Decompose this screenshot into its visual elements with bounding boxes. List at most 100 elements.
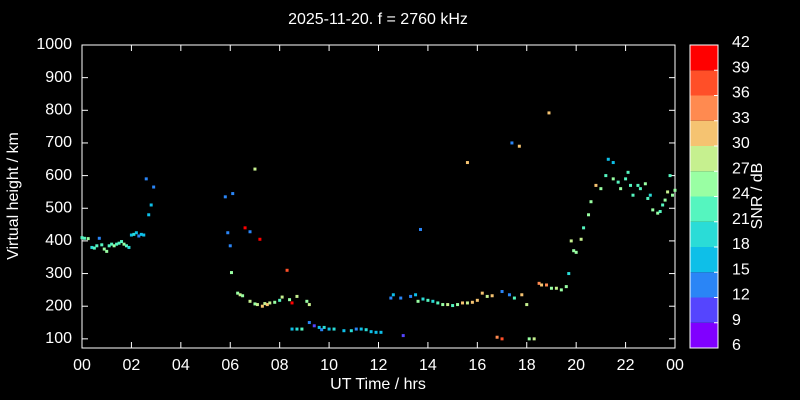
x-tick-label: 12 [370, 357, 388, 374]
data-point [582, 226, 586, 230]
data-point [137, 234, 141, 238]
data-point [451, 304, 455, 308]
data-point [480, 291, 484, 295]
data-point [421, 297, 425, 301]
data-point [139, 232, 143, 236]
data-point [228, 244, 232, 248]
data-point [559, 288, 563, 292]
data-point [152, 185, 156, 189]
data-point [95, 244, 99, 248]
data-point [638, 187, 642, 191]
data-point [579, 237, 583, 241]
data-point [545, 283, 549, 287]
data-point [86, 237, 90, 241]
data-point [273, 300, 277, 304]
data-point [414, 293, 418, 297]
data-point [236, 291, 240, 295]
data-point [129, 233, 133, 237]
colorbar-tick-label: 30 [732, 135, 750, 152]
data-point [285, 268, 289, 272]
colorbar-tick-label: 12 [732, 287, 750, 304]
data-point [243, 226, 247, 230]
y-tick-label: 100 [45, 330, 72, 347]
x-tick-label: 06 [221, 357, 239, 374]
data-point [465, 161, 469, 165]
data-point [569, 239, 573, 243]
data-point [624, 177, 628, 181]
colorbar-tick-label: 18 [732, 236, 750, 253]
data-point [110, 242, 114, 246]
data-point [117, 241, 121, 245]
data-point [465, 301, 469, 305]
data-point [629, 183, 633, 187]
data-point [626, 170, 630, 174]
data-point [268, 301, 272, 305]
data-point [416, 299, 420, 303]
data-point [399, 296, 403, 300]
data-point [658, 210, 662, 214]
data-point [673, 188, 677, 192]
data-point [374, 330, 378, 334]
data-point [456, 303, 460, 307]
data-point [248, 299, 252, 303]
data-point [547, 111, 551, 115]
colorbar-tick-label: 6 [732, 337, 741, 354]
data-point [307, 303, 311, 307]
data-point [391, 293, 395, 297]
data-point [332, 327, 336, 331]
y-tick-label: 500 [45, 199, 72, 216]
data-point [300, 327, 304, 331]
data-point [461, 301, 465, 305]
data-point [490, 294, 494, 298]
colorbar-tick-label: 15 [732, 261, 750, 278]
data-point [668, 174, 672, 178]
colorbar-tick-label: 21 [732, 211, 750, 228]
data-point [500, 290, 504, 294]
data-point [134, 231, 138, 235]
data-point [594, 183, 598, 187]
data-point [97, 236, 101, 240]
data-point [636, 183, 640, 187]
data-point [278, 298, 282, 302]
data-point [564, 285, 568, 289]
data-point [589, 200, 593, 204]
y-tick-label: 900 [45, 69, 72, 86]
data-point [320, 328, 324, 332]
colorbar-bin [690, 45, 718, 71]
colorbar-bin [690, 120, 718, 146]
data-point [359, 327, 363, 331]
colorbar-tick-label: 36 [732, 85, 750, 102]
data-point [666, 190, 670, 194]
data-point [132, 232, 136, 236]
data-point [295, 327, 299, 331]
chart-title: 2025-11-20. f = 2760 kHz [288, 11, 468, 28]
data-point [611, 177, 615, 181]
data-point [525, 303, 529, 307]
colorbar-tick-label: 33 [732, 110, 750, 127]
data-point [475, 298, 479, 302]
data-point [646, 196, 650, 200]
data-point [127, 245, 131, 249]
y-tick-label: 200 [45, 297, 72, 314]
colorbar-bin [690, 95, 718, 121]
data-point [540, 283, 544, 287]
data-point [120, 240, 124, 244]
colorbar-tick-label: 27 [732, 160, 750, 177]
y-tick-label: 300 [45, 265, 72, 282]
data-point [263, 302, 267, 306]
y-tick-label: 400 [45, 232, 72, 249]
data-point [115, 242, 119, 246]
x-tick-label: 08 [271, 357, 289, 374]
data-point [223, 195, 227, 199]
colorbar-tick-label: 24 [732, 186, 750, 203]
colorbar-bin [690, 146, 718, 172]
data-point [572, 249, 576, 253]
data-point [147, 213, 151, 217]
data-point [260, 304, 264, 308]
data-point [226, 231, 230, 235]
y-tick-label: 700 [45, 134, 72, 151]
data-point [431, 299, 435, 303]
data-point [258, 237, 262, 241]
colorbar-tick-label: 42 [732, 34, 750, 51]
